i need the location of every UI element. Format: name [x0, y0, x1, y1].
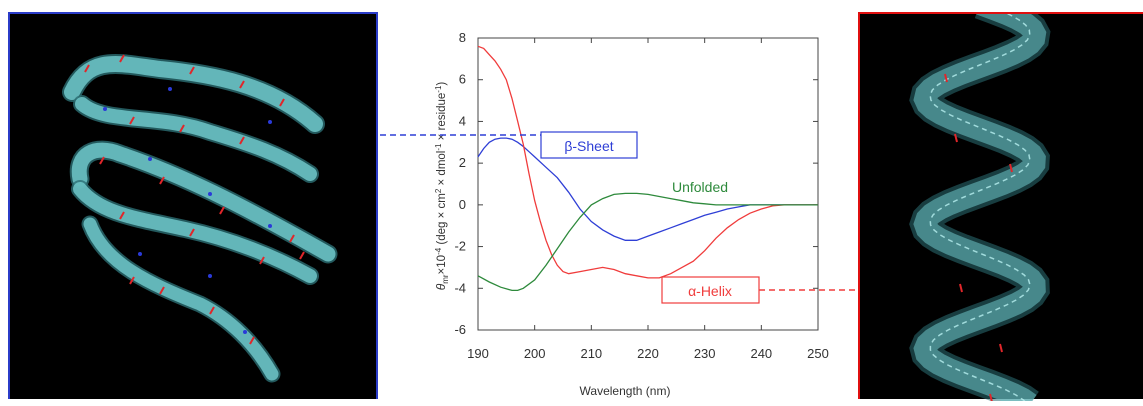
oxygen-stick	[219, 206, 225, 215]
oxygen-stick	[189, 228, 195, 237]
strand-3	[71, 142, 336, 262]
alpha-helix-label-box	[661, 276, 760, 304]
x-tick-label: 240	[750, 346, 772, 361]
oxygen-stick	[119, 211, 125, 220]
beta-sheet-structure-image	[8, 12, 378, 399]
nitrogen-atom	[138, 252, 142, 256]
oxygen-stick	[189, 66, 195, 75]
oxygen-stick	[279, 98, 285, 107]
unfolded-label: Unfolded	[672, 179, 728, 195]
helix-backbone	[929, 9, 1031, 406]
y-tick-label: 8	[459, 30, 466, 45]
nitrogen-atom	[208, 192, 212, 196]
oxygen-stick	[119, 54, 125, 63]
nitrogen-atom	[243, 330, 247, 334]
y-tick-label: 2	[459, 155, 466, 170]
oxygen-stick	[999, 343, 1003, 353]
oxygen-stick	[289, 234, 295, 243]
strand-5	[83, 217, 279, 381]
nitrogen-atom	[148, 157, 152, 161]
oxygen-stick	[209, 306, 215, 315]
x-tick-label: 190	[467, 346, 489, 361]
y-tick-label: -6	[454, 322, 466, 337]
x-tick-label: 250	[807, 346, 829, 361]
x-tick-label: 200	[524, 346, 546, 361]
x-tick-label: 230	[694, 346, 716, 361]
helix-ribbon	[913, 0, 1047, 406]
oxygen-stick	[249, 336, 255, 345]
oxygen-stick	[159, 286, 165, 295]
oxygen-stick	[239, 136, 245, 145]
strand-2	[75, 97, 317, 181]
oxygen-stick	[1009, 163, 1013, 173]
oxygen-stick	[99, 156, 105, 165]
oxygen-stick	[159, 176, 165, 185]
y-axis-label: θmr×10-4 (deg × cm2 × dmol-1 × residue-1…	[434, 82, 450, 291]
oxygen-stick	[259, 256, 265, 265]
series-line-alpha	[477, 45, 818, 279]
oxygen-stick	[179, 124, 185, 133]
oxygen-stick	[129, 276, 135, 285]
y-tick-label: 6	[459, 72, 466, 87]
series-line-beta	[477, 137, 818, 241]
series-line-unfolded	[477, 192, 818, 292]
y-tick-label: -4	[454, 280, 466, 295]
strand-4	[73, 182, 317, 283]
y-tick-label: -2	[454, 239, 466, 254]
alpha-helix-label: α-Helix	[688, 283, 732, 299]
oxygen-stick	[129, 116, 135, 125]
x-tick-label: 220	[637, 346, 659, 361]
alpha-helix-structure-image	[858, 0, 1143, 406]
oxygen-stick	[959, 283, 963, 293]
oxygen-stick	[299, 251, 305, 260]
oxygen-stick	[84, 64, 90, 73]
y-tick-label: 0	[459, 197, 466, 212]
nitrogen-atom	[268, 120, 272, 124]
x-axis-label: Wavelength (nm)	[580, 384, 671, 398]
nitrogen-atom	[208, 274, 212, 278]
oxygen-stick	[239, 80, 245, 89]
beta-sheet-label: β-Sheet	[564, 138, 613, 154]
nitrogen-atom	[103, 107, 107, 111]
x-tick-label: 210	[580, 346, 602, 361]
nitrogen-atom	[268, 224, 272, 228]
nitrogen-atom	[168, 87, 172, 91]
beta-sheet-ribbon-icon	[62, 54, 338, 383]
plot-area-frame	[477, 37, 819, 331]
oxygen-stick	[944, 73, 948, 83]
strand-top	[64, 56, 323, 132]
oxygen-stick	[954, 133, 958, 143]
beta-sheet-label-box	[540, 131, 638, 159]
y-tick-label: 4	[459, 113, 466, 128]
